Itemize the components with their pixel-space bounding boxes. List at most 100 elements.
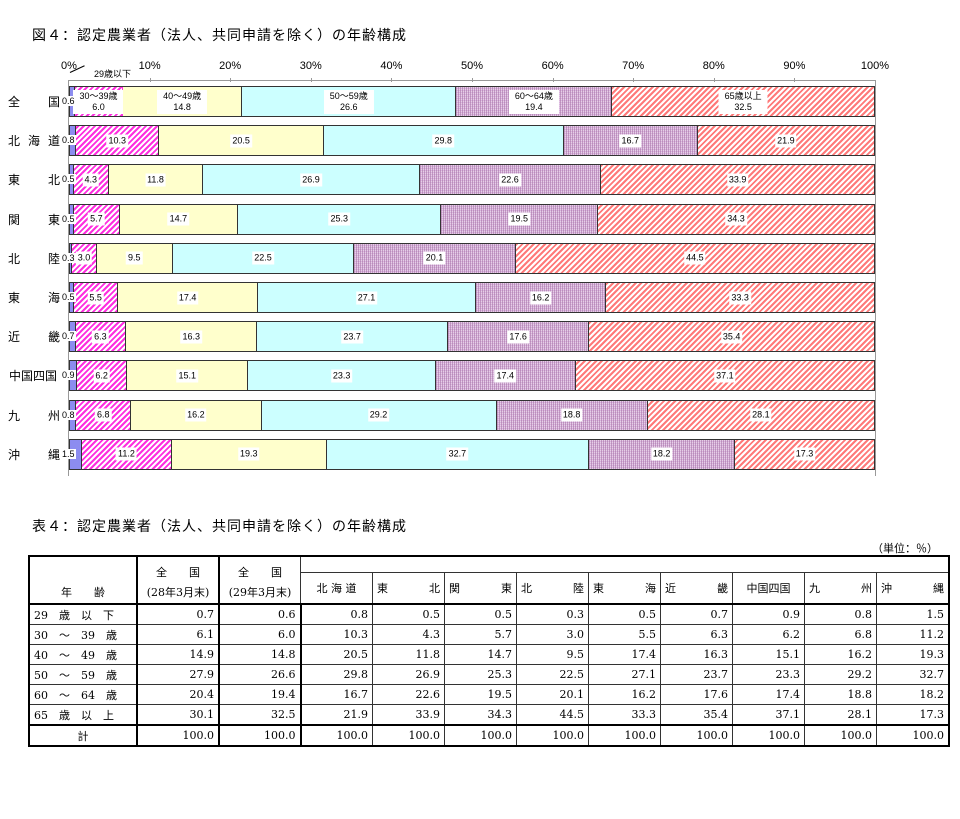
age-label: 65 歳 以 上: [28, 704, 138, 726]
value-cell: 44.5: [516, 704, 589, 726]
value-cell: 16.3: [660, 644, 733, 665]
series-value: 14.8: [173, 101, 191, 112]
x-tick-label: 60%: [541, 60, 564, 72]
row-label-char: 海: [47, 291, 60, 305]
value-cell: 16.7: [299, 684, 373, 705]
value-cell: 35.4: [660, 704, 733, 726]
bar-segment: 22.6: [419, 165, 602, 195]
bar-segment: [70, 439, 83, 469]
bar-segment: 25.3: [238, 204, 442, 234]
value-cell: 0.5: [372, 603, 445, 625]
bar-value-label: 14.7: [167, 212, 190, 226]
bar-value-label: 40～49歳 14.8: [157, 89, 208, 114]
stacked-bar: 30～39歳 6.0 40～49歳 14.8 50～59歳 26.6 60～64歳 19.4 6…: [69, 86, 875, 117]
bar-value-label: 22.5: [252, 251, 274, 265]
value-cell: 29.8: [299, 664, 373, 685]
bar-value-label: 33.9: [726, 173, 749, 187]
bar-value-label-29-under: 0.5: [61, 292, 76, 302]
bar-value-label-29-under: 1.5: [61, 448, 76, 459]
bar-segment: 4.3: [74, 165, 109, 195]
region-header: 東 北: [372, 572, 445, 605]
header-line1: 全 国: [156, 566, 200, 579]
bar-segment: 16.2: [476, 283, 607, 312]
bar-value-label: 37.1: [714, 369, 736, 383]
value-cell: 29.2: [804, 664, 877, 685]
legend-label-29-under: 29歳以下: [94, 69, 132, 79]
x-tick-mark: [230, 78, 232, 82]
bar-segment: 22.5: [173, 243, 355, 273]
bar-segment: 26.9: [203, 165, 420, 195]
value-cell: 20.1: [516, 684, 589, 705]
value-cell: 25.3: [444, 664, 517, 685]
header-line1: 全 国: [238, 566, 282, 579]
value-cell: 10.3: [299, 624, 373, 645]
total-row: 計 100.0 100.0 100.0 100.0 100.0 100.0 100.0 100.…: [28, 724, 950, 747]
value-cell: 0.8: [299, 603, 373, 625]
bar-segment: 17.4: [435, 361, 576, 391]
value-cell: 100.0: [299, 724, 373, 747]
row-label-char: 海: [27, 134, 40, 149]
bar-segment: 14.7: [119, 204, 239, 234]
value-cell: 100.0: [732, 724, 805, 747]
x-tick-label: 20%: [219, 60, 242, 72]
stacked-bar: 11.2 19.3 32.7 18.2 17.3: [69, 438, 875, 470]
bar-value-label: 30～39歳 6.0: [73, 89, 124, 114]
table-row: 60 ～ 64 歳 20.4 19.4 16.7 22.6 19.5 20.1 16.2 17.…: [28, 684, 950, 705]
bar-segment: 17.6: [447, 322, 590, 352]
bar-value-label: 17.6: [507, 330, 529, 344]
bar-value-label: 65歳以上 32.5: [718, 89, 768, 114]
bar-segment: 37.1: [575, 361, 874, 391]
row-label-char: 東: [8, 291, 21, 305]
bar-segment: 29.8: [324, 126, 564, 156]
bar-value-label: 15.1: [176, 369, 199, 383]
row-label-char: 道: [47, 134, 60, 149]
bar-value-label: 23.7: [341, 330, 363, 344]
row-label: 九州: [8, 400, 60, 431]
bar-value-label: 23.3: [330, 369, 353, 383]
age-composition-table: 年 齢全 国 (28年3月末) 全 国 (29年3月末) 北 海 道東 北関 東北 陸東…: [28, 555, 950, 747]
unit-label: （単位：％）: [872, 542, 938, 555]
series-value: 6.0: [92, 101, 105, 112]
row-label-char: 東: [8, 173, 21, 188]
value-cell: 0.7: [136, 603, 220, 625]
x-tick-mark: [633, 78, 635, 82]
value-cell: 37.1: [732, 704, 805, 726]
value-cell: 16.2: [804, 644, 877, 665]
bar-value-label: 25.3: [328, 212, 350, 226]
bar-value-label: 19.3: [238, 447, 260, 461]
bar-value-label: 6.2: [93, 369, 110, 383]
bar-value-label: 10.3: [106, 134, 129, 148]
bar-segment: 17.4: [118, 283, 259, 312]
region-header: 近 畿: [660, 572, 733, 605]
bar-value-label: 9.5: [126, 251, 143, 265]
age-label: 計: [28, 724, 138, 747]
table-row: 40 ～ 49 歳 14.9 14.8 20.5 11.8 14.7 9.5 17.4 16.3…: [28, 644, 950, 665]
value-cell: 33.9: [372, 704, 445, 726]
value-cell: 21.9: [299, 704, 373, 726]
value-cell: 100.0: [876, 724, 950, 747]
row-label: 北陸: [8, 243, 60, 274]
bar-segment: 32.7: [326, 439, 590, 469]
value-cell: 0.8: [804, 603, 877, 625]
value-cell: 23.7: [660, 664, 733, 685]
stacked-bar: 6.2 15.1 23.3 17.4 37.1: [69, 360, 875, 392]
row-label-char: 北: [47, 173, 60, 188]
bar-segment: 21.9: [697, 126, 874, 156]
bar-value-label-29-under: 0.7: [61, 331, 76, 342]
bar-segment: 6.2: [77, 361, 128, 391]
x-tick-label: 80%: [702, 60, 725, 72]
bar-value-label-29-under: 0.3: [61, 252, 76, 263]
bar-segment: 19.5: [441, 204, 599, 234]
value-cell: 26.9: [372, 664, 445, 685]
x-tick-mark: [552, 78, 554, 82]
bar-value-label: 22.6: [499, 173, 521, 187]
stacked-bar: 10.3 20.5 29.8 16.7 21.9: [69, 125, 875, 157]
value-cell: 20.5: [299, 644, 373, 665]
bar-value-label-29-under: 0.6: [61, 96, 76, 106]
value-cell: 17.4: [732, 684, 805, 705]
stacked-bar: 5.5 17.4 27.1 16.2 33.3: [69, 282, 875, 313]
bar-segment: 6.8: [76, 400, 132, 430]
bar-segment: 17.3: [735, 439, 874, 469]
x-tick-label: 70%: [622, 60, 645, 72]
value-cell: 30.1: [136, 704, 220, 726]
